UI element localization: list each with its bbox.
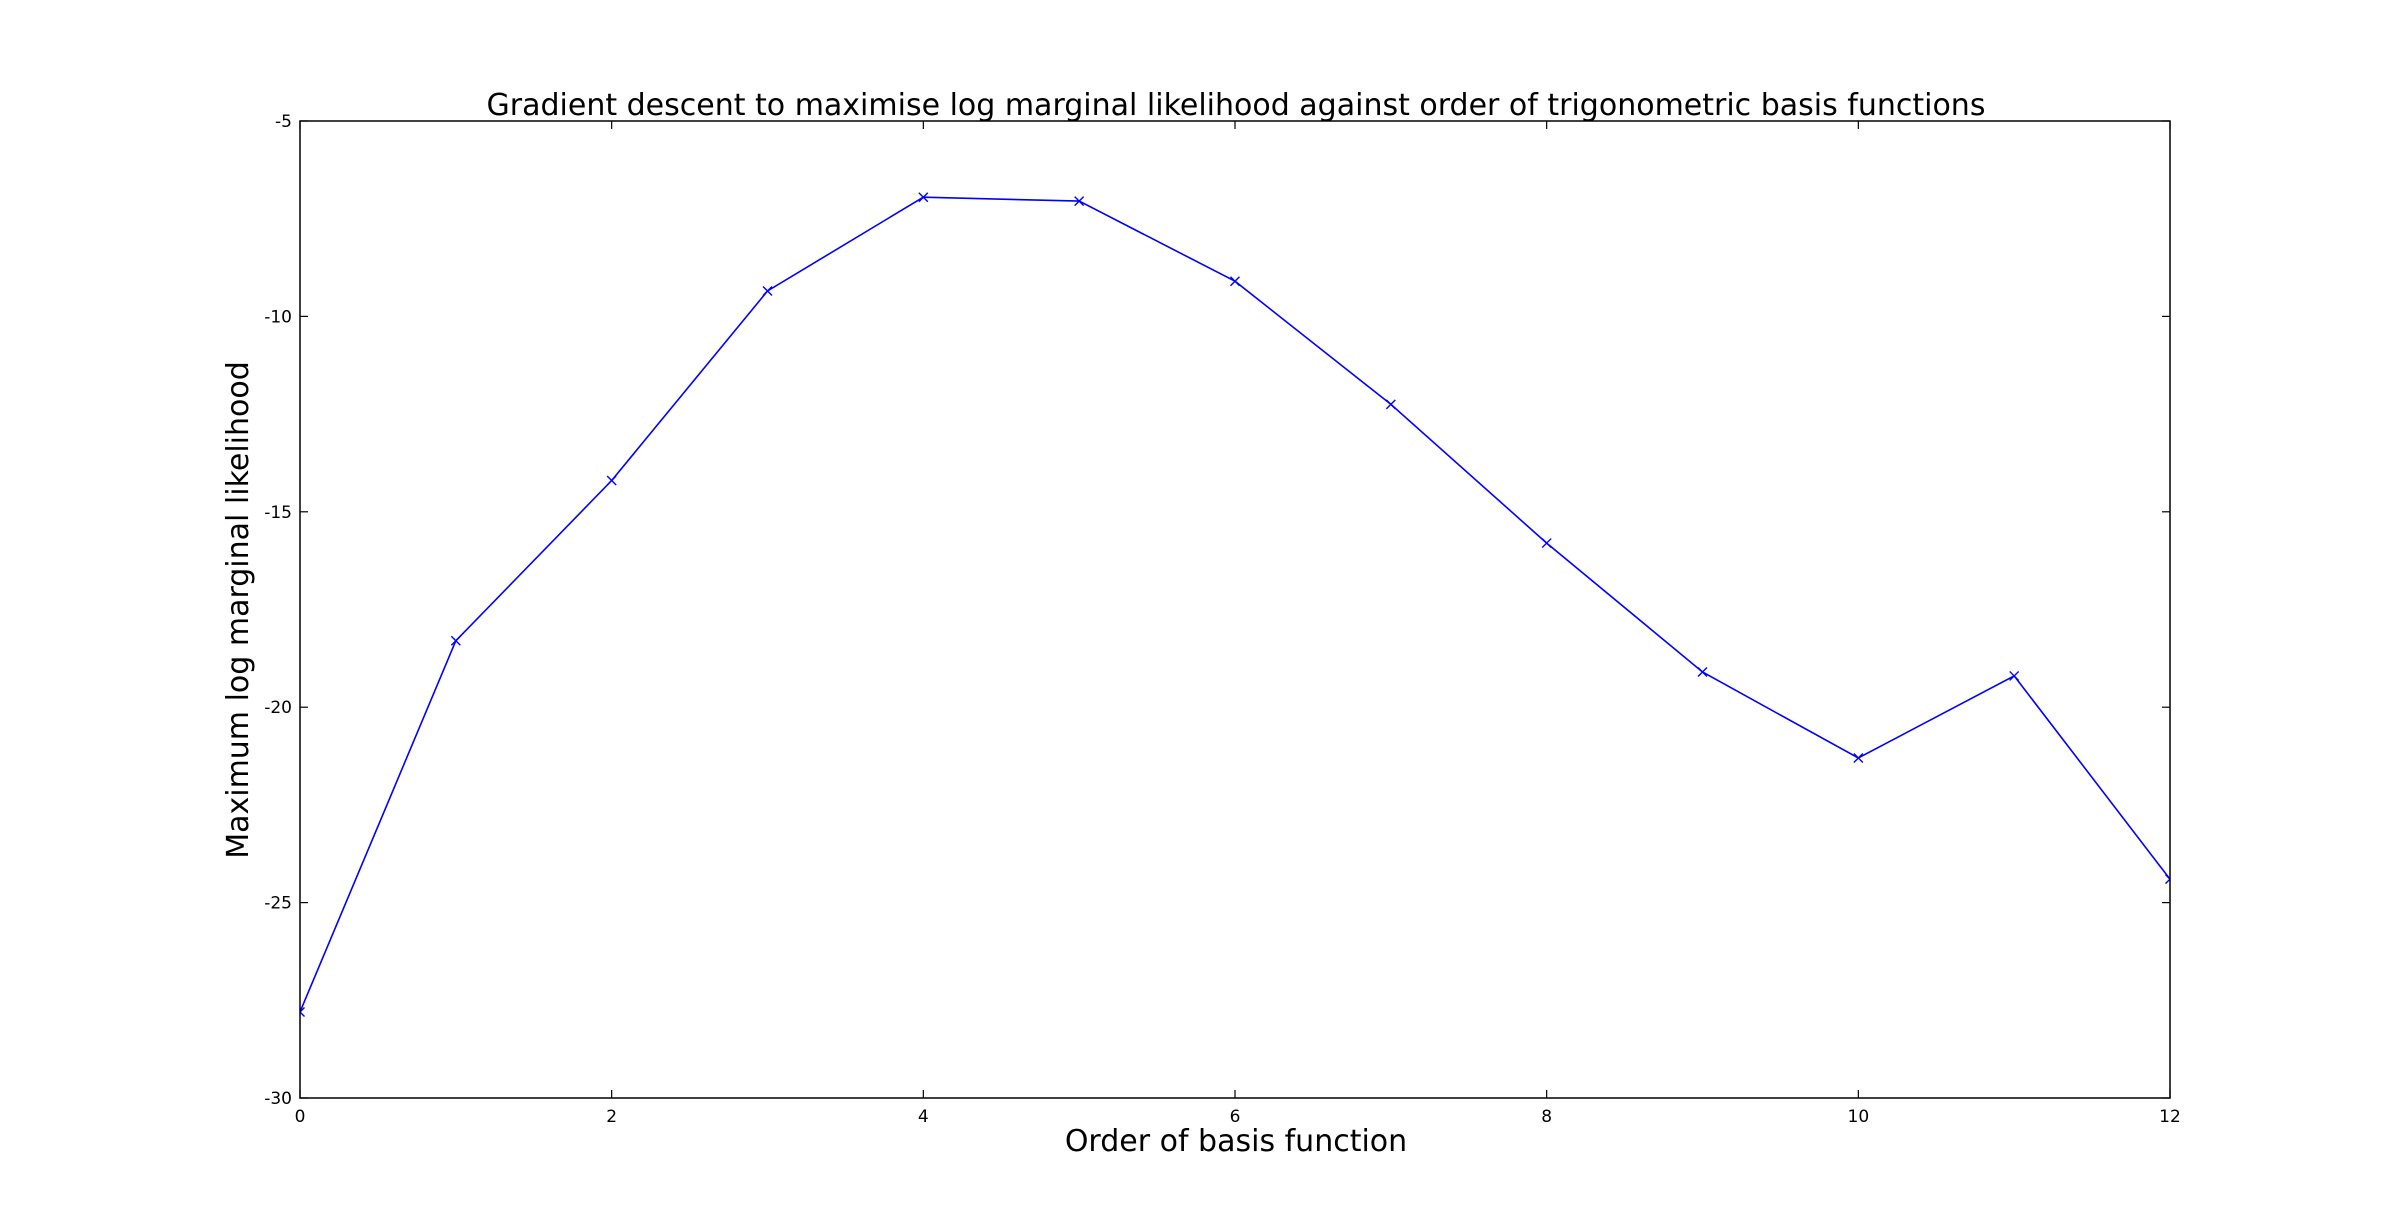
data-point-marker: [1697, 667, 1708, 678]
data-point-marker: [1230, 276, 1240, 287]
y-tick-label: -15: [264, 503, 292, 523]
data-layer: [300, 192, 2170, 1018]
x-tick-label: 0: [295, 1107, 306, 1127]
data-point-marker: [2165, 874, 2170, 885]
y-tick-label: -30: [264, 1089, 292, 1109]
x-tick-label: 12: [2159, 1107, 2181, 1127]
x-axis-label: Order of basis function: [1065, 1124, 1407, 1159]
data-point-marker: [2009, 670, 2020, 681]
x-tick-label: 8: [1541, 1107, 1552, 1127]
data-point-marker: [450, 635, 461, 646]
x-axis-ticks: 0 2 4 6 8 10 12: [295, 121, 2181, 1127]
y-tick-label: -5: [275, 112, 292, 132]
x-tick-label: 4: [918, 1107, 929, 1127]
data-point-marker: [1541, 538, 1552, 549]
y-axis-ticks: -30 -25 -20 -15 -10 -5: [264, 112, 2170, 1109]
data-point-marker: [762, 286, 773, 296]
x-tick-label: 2: [606, 1107, 617, 1127]
data-point-marker: [1074, 196, 1085, 207]
data-point-marker: [1385, 399, 1396, 410]
y-tick-label: -25: [264, 894, 292, 914]
x-tick-label: 6: [1230, 1107, 1241, 1127]
data-point-marker: [918, 192, 929, 203]
plot-area: 0 2 4 6 8 10 12 -30 -25 -20 -15 -10 -5: [264, 112, 2181, 1127]
data-point-marker: [300, 1007, 305, 1018]
x-tick-label: 10: [1848, 1107, 1870, 1127]
data-point-marker: [1853, 753, 1864, 763]
y-axis-label: Maximum log marginal likelihood: [221, 361, 256, 859]
y-tick-label: -20: [264, 698, 292, 718]
data-point-marker: [606, 475, 617, 486]
chart-title: Gradient descent to maximise log margina…: [487, 88, 1986, 123]
y-tick-label: -10: [264, 307, 292, 327]
